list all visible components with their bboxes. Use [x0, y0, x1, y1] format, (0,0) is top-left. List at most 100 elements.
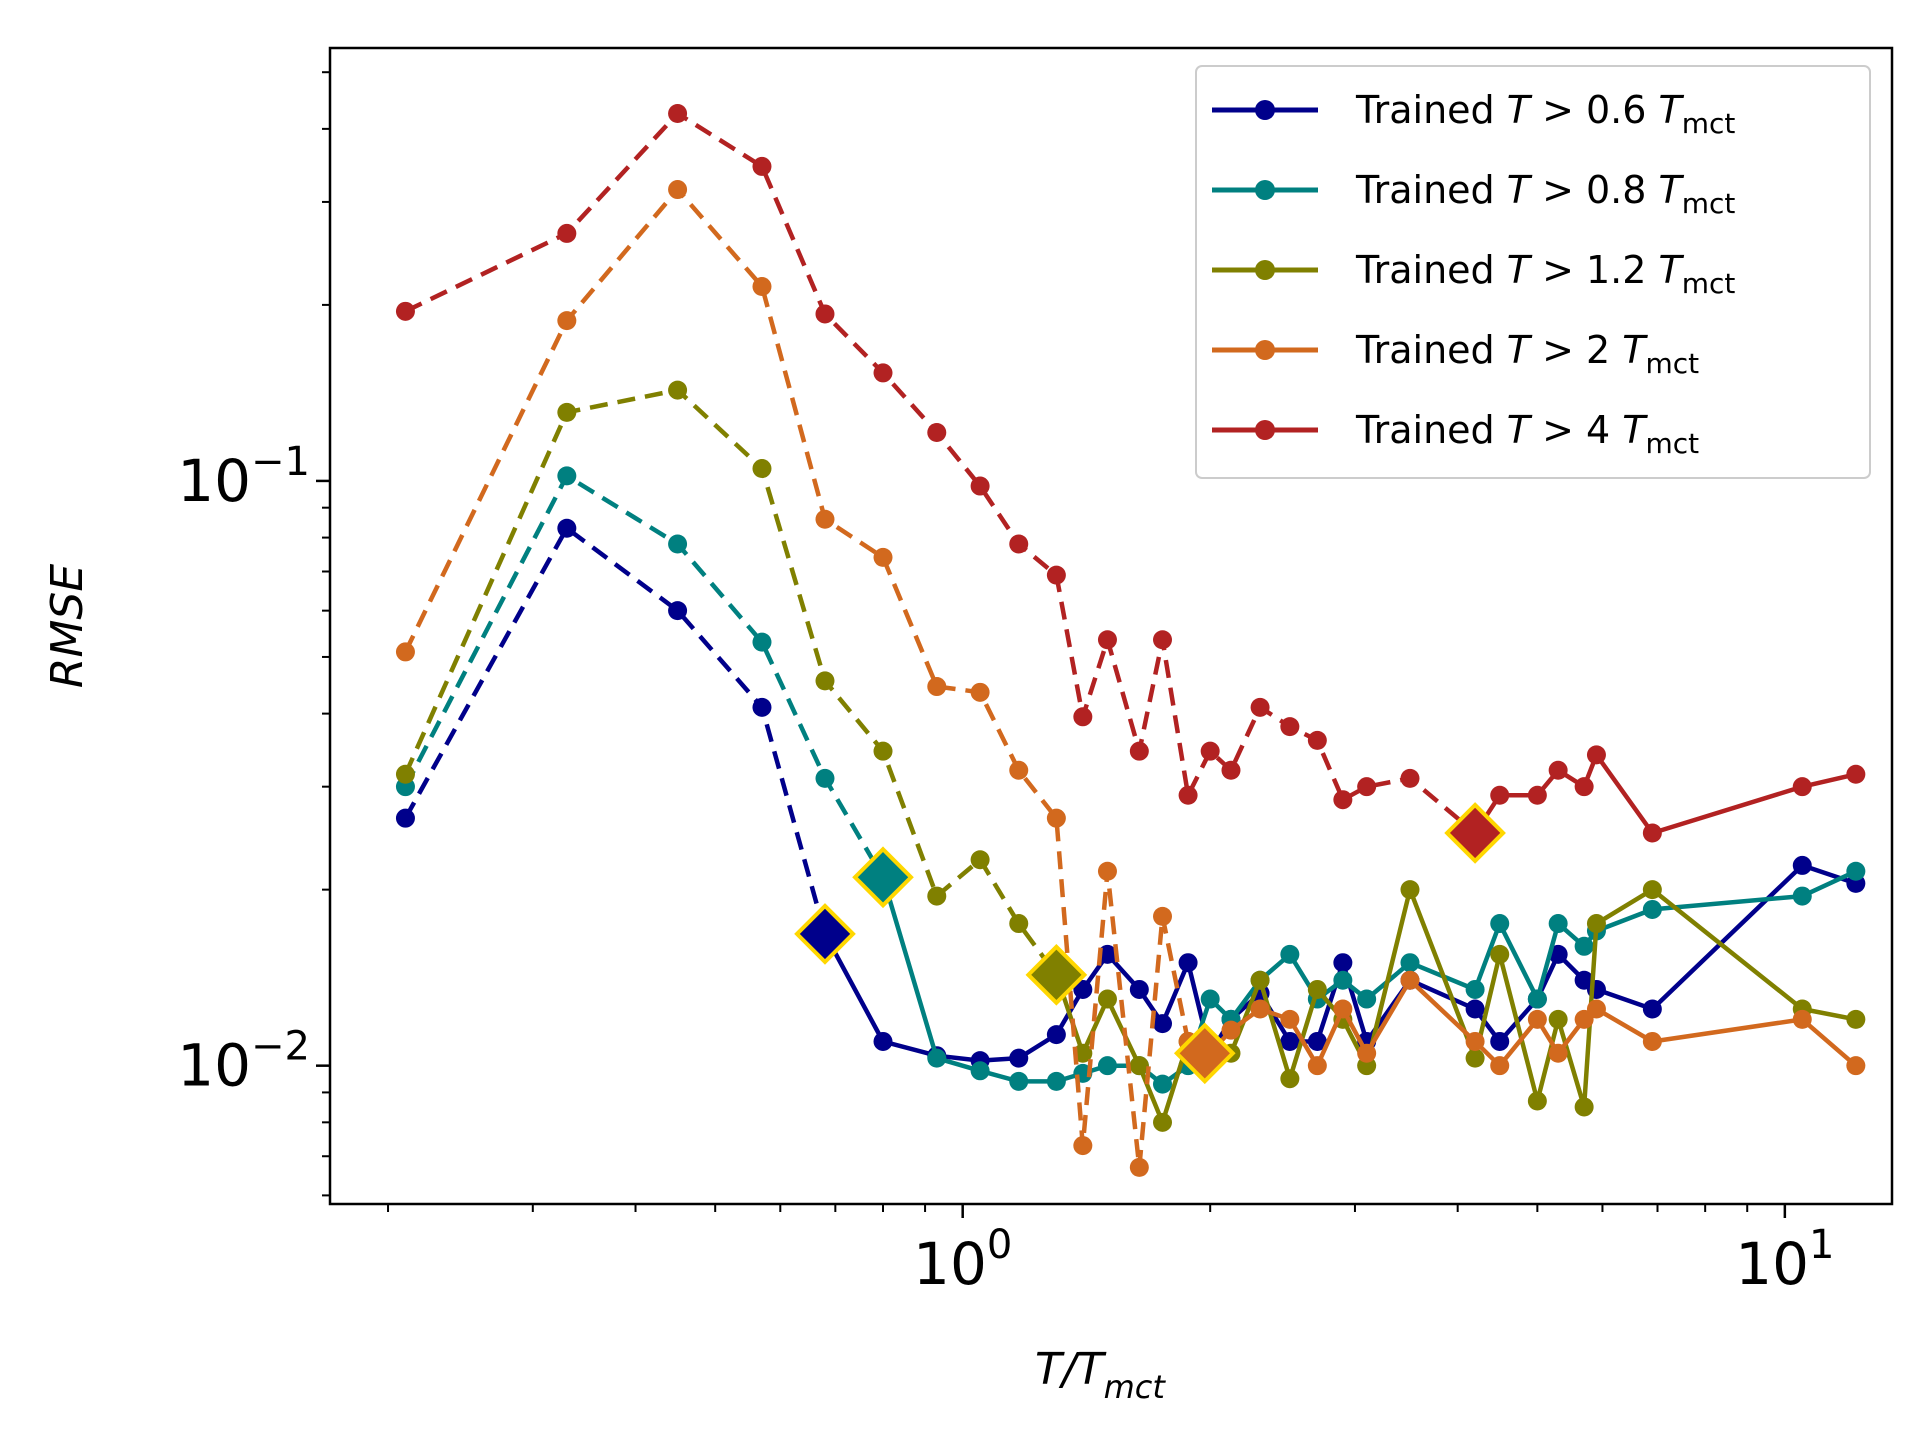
data-point — [1153, 906, 1173, 926]
data-point — [1527, 989, 1547, 1009]
data-point — [752, 632, 772, 652]
data-point — [1073, 1136, 1093, 1156]
series-line-dashed — [403, 473, 885, 879]
data-point — [1586, 745, 1606, 765]
legend-label-operator: > 0.6 — [1530, 88, 1659, 132]
data-point — [1490, 785, 1510, 805]
data-point — [395, 642, 415, 662]
legend-label-variable: T — [1659, 168, 1685, 212]
data-point — [752, 277, 772, 297]
data-point — [1009, 1048, 1029, 1068]
legend-label-operator: > 4 — [1530, 408, 1622, 452]
legend-item-2: Trained T > 1.2 Tmct — [1212, 248, 1735, 300]
data-point — [1221, 1020, 1241, 1040]
legend-label-variable: T — [1507, 248, 1533, 292]
data-point — [1792, 886, 1812, 906]
data-point — [1527, 1009, 1547, 1029]
data-point — [873, 363, 893, 383]
data-point — [1586, 999, 1606, 1019]
legend-label-prefix: Trained — [1355, 248, 1507, 292]
data-point — [1792, 777, 1812, 797]
data-point — [1178, 953, 1198, 973]
data-point — [1073, 707, 1093, 727]
training-threshold-markers — [794, 802, 1506, 1085]
data-point — [927, 677, 947, 697]
data-point — [1097, 630, 1117, 650]
data-point — [1465, 999, 1485, 1019]
data-point — [1129, 1157, 1149, 1177]
data-point — [1465, 979, 1485, 999]
data-point — [1129, 741, 1149, 761]
data-point — [815, 509, 835, 529]
data-point — [1129, 979, 1149, 999]
data-point — [557, 518, 577, 538]
data-point — [1548, 914, 1568, 934]
data-point — [1280, 1031, 1300, 1051]
legend-label-subscript: mct — [1682, 187, 1736, 220]
data-point — [1490, 1031, 1510, 1051]
data-point — [1357, 1043, 1377, 1063]
data-point — [1097, 861, 1117, 881]
legend-label-variable: T — [1622, 408, 1648, 452]
data-point — [1073, 1043, 1093, 1063]
data-point — [668, 601, 688, 621]
data-point — [1307, 1056, 1327, 1076]
data-point — [1642, 1031, 1662, 1051]
data-point — [1846, 1056, 1866, 1076]
series-line-dashed — [403, 387, 1059, 977]
data-point — [1574, 777, 1594, 797]
legend-item-3: Trained T > 2 Tmct — [1212, 328, 1699, 380]
y-tick-label: 10−2 — [177, 1024, 310, 1100]
data-point — [1046, 1025, 1066, 1045]
data-point — [1250, 970, 1270, 990]
data-point — [1642, 899, 1662, 919]
data-point — [873, 741, 893, 761]
data-point — [927, 1048, 947, 1068]
legend-label: Trained T > 2 Tmct — [1355, 328, 1699, 380]
legend-label-operator: > 0.8 — [1530, 168, 1659, 212]
threshold-marker — [852, 846, 914, 909]
data-point — [1153, 630, 1173, 650]
y-tick-label-base: 10 — [177, 1032, 251, 1100]
data-point — [1307, 1031, 1327, 1051]
data-point — [1009, 914, 1029, 934]
legend-label: Trained T > 0.6 Tmct — [1355, 88, 1735, 140]
data-point — [1333, 790, 1353, 810]
data-point — [1333, 970, 1353, 990]
threshold-marker — [794, 903, 856, 965]
data-point — [1400, 880, 1420, 900]
data-point — [1333, 953, 1353, 973]
y-tick-label-base: 10 — [177, 447, 251, 515]
legend-label-variable: T — [1507, 408, 1533, 452]
data-point — [1097, 1056, 1117, 1076]
data-point — [1490, 944, 1510, 964]
legend-swatch-marker — [1255, 100, 1275, 120]
data-point — [815, 304, 835, 324]
data-point — [1792, 1009, 1812, 1029]
data-point — [1357, 777, 1377, 797]
legend-swatch-marker — [1255, 180, 1275, 200]
legend-swatch-marker — [1255, 420, 1275, 440]
data-point — [1548, 1043, 1568, 1063]
data-point — [1046, 808, 1066, 828]
plot-frame — [328, 46, 1894, 1206]
legend-label-subscript: mct — [1682, 107, 1736, 140]
x-tick-label-exponent: 1 — [1809, 1222, 1834, 1268]
threshold-marker — [1025, 944, 1088, 1006]
legend-label-prefix: Trained — [1355, 88, 1507, 132]
legend-label-subscript: mct — [1682, 267, 1736, 300]
data-point — [970, 682, 990, 702]
data-point — [815, 768, 835, 788]
data-point — [557, 466, 577, 486]
data-point — [395, 808, 415, 828]
data-point — [1846, 861, 1866, 881]
data-point — [1400, 953, 1420, 973]
x-axis-label: T/Tmct — [1035, 1344, 1166, 1406]
data-point — [970, 1061, 990, 1081]
data-point — [1046, 565, 1066, 585]
y-axis-label: RMSE — [42, 564, 93, 688]
data-point — [752, 459, 772, 479]
series-line-dashed — [404, 111, 1477, 835]
legend-item-1: Trained T > 0.8 Tmct — [1212, 168, 1735, 220]
